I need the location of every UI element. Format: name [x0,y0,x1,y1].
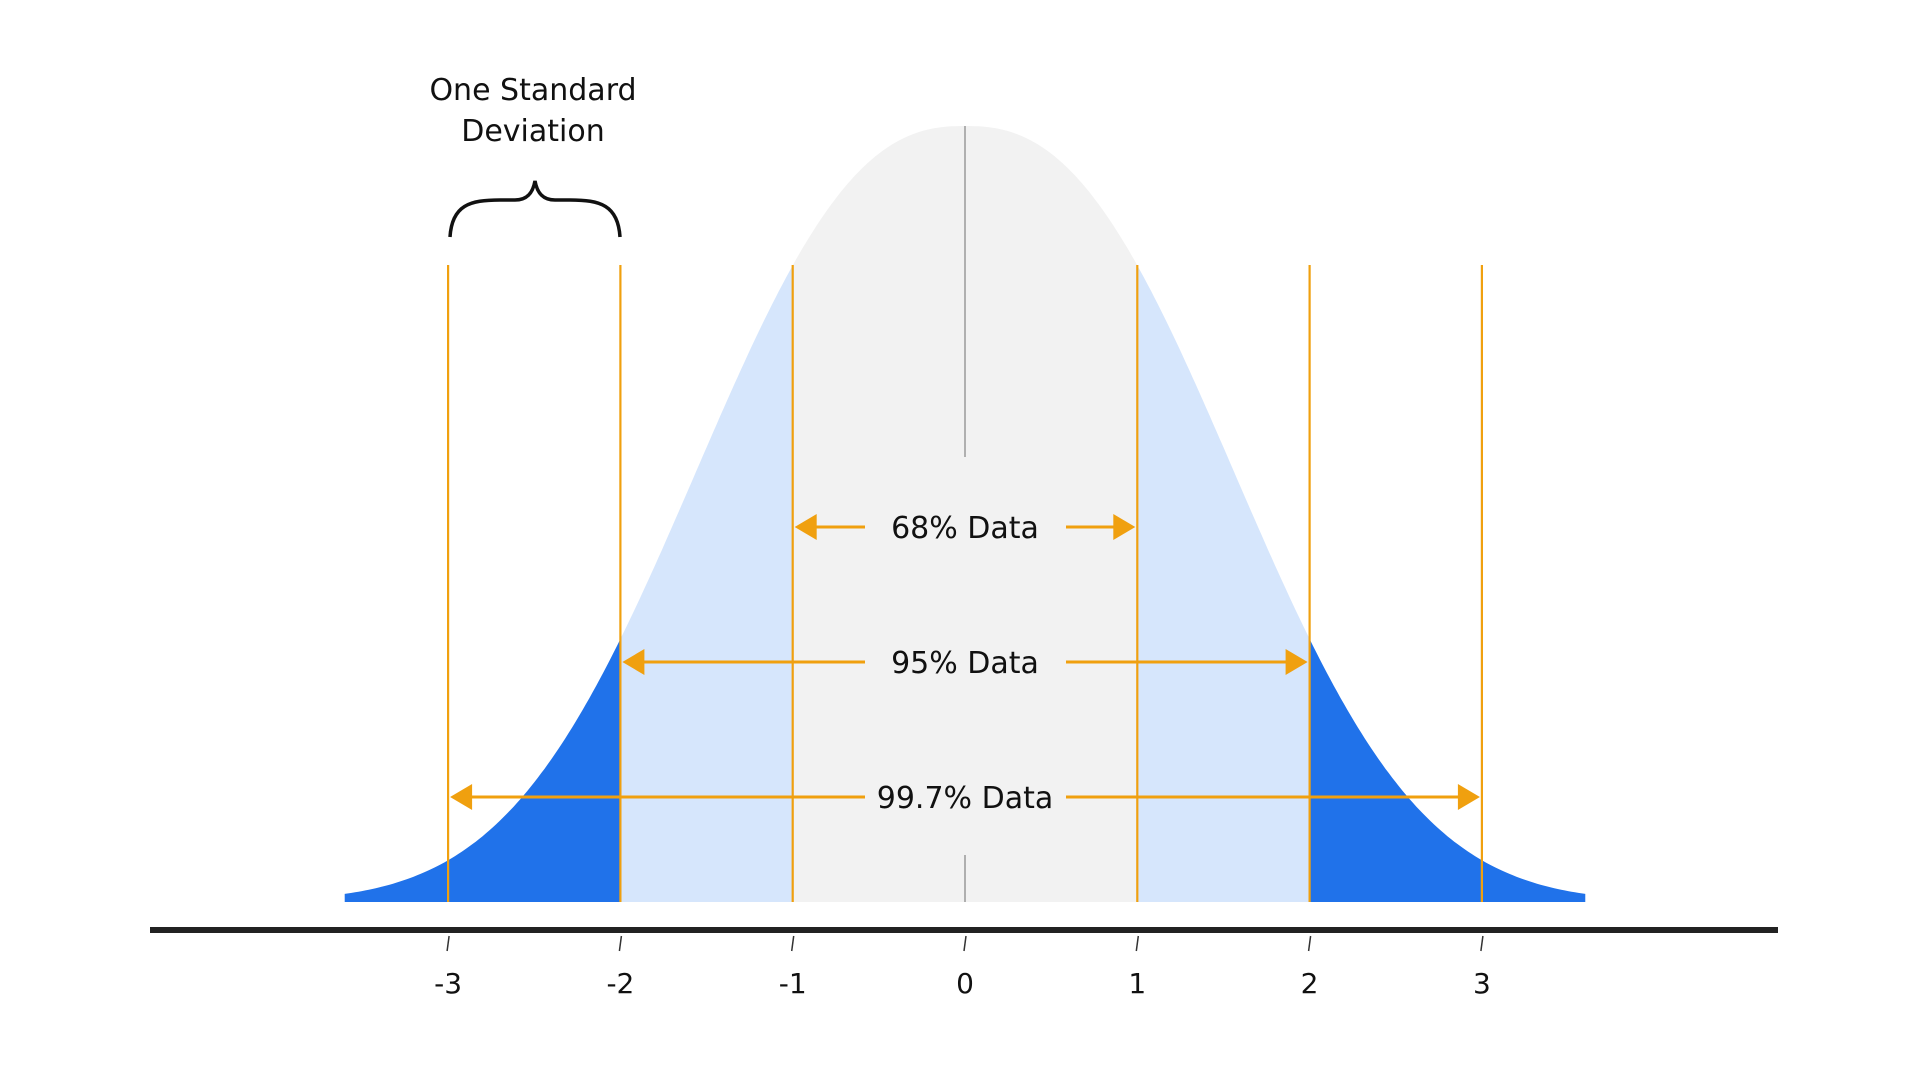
brace-label-line1: One Standard [429,73,636,108]
tick-mark [963,935,967,952]
tick-mark [446,935,450,952]
tick-mark [1135,935,1140,952]
brace-label-line2: Deviation [461,114,605,149]
curve-region-1 [620,265,793,902]
tick-mark [1480,935,1484,952]
tick-mark [618,935,623,952]
tick-label: 0 [956,967,974,1000]
range-arrows: 68% Data 95% Data 99.7% Data [450,511,1480,816]
arrowhead-left-icon [794,514,817,540]
arrowhead-right-icon [1113,514,1136,540]
curve-region-4 [1309,639,1586,902]
x-axis-ticks: -3 -2 -1 0 1 2 3 [434,935,1491,1000]
arrowhead-left-icon [622,649,645,675]
tick-label: -3 [434,967,462,1000]
x-axis-line [150,927,1778,933]
arrowhead-right-icon [1457,784,1480,810]
range-label: 68% Data [891,511,1039,546]
arrowhead-left-icon [450,784,473,810]
tick-label: -2 [606,967,634,1000]
range-label: 99.7% Data [877,781,1053,816]
tick-label: 3 [1473,967,1491,1000]
curve-region-2 [1137,265,1310,902]
tick-mark [1307,935,1312,952]
curly-brace-icon [448,180,622,238]
tick-label: -1 [779,967,807,1000]
curve-regions [344,126,1586,902]
tick-mark [790,935,795,952]
arrowhead-right-icon [1285,649,1308,675]
range-label: 95% Data [891,646,1039,681]
tick-label: 1 [1128,967,1146,1000]
curve-region-3 [344,639,621,902]
tick-label: 2 [1301,967,1319,1000]
curve-region-0 [792,126,1138,902]
